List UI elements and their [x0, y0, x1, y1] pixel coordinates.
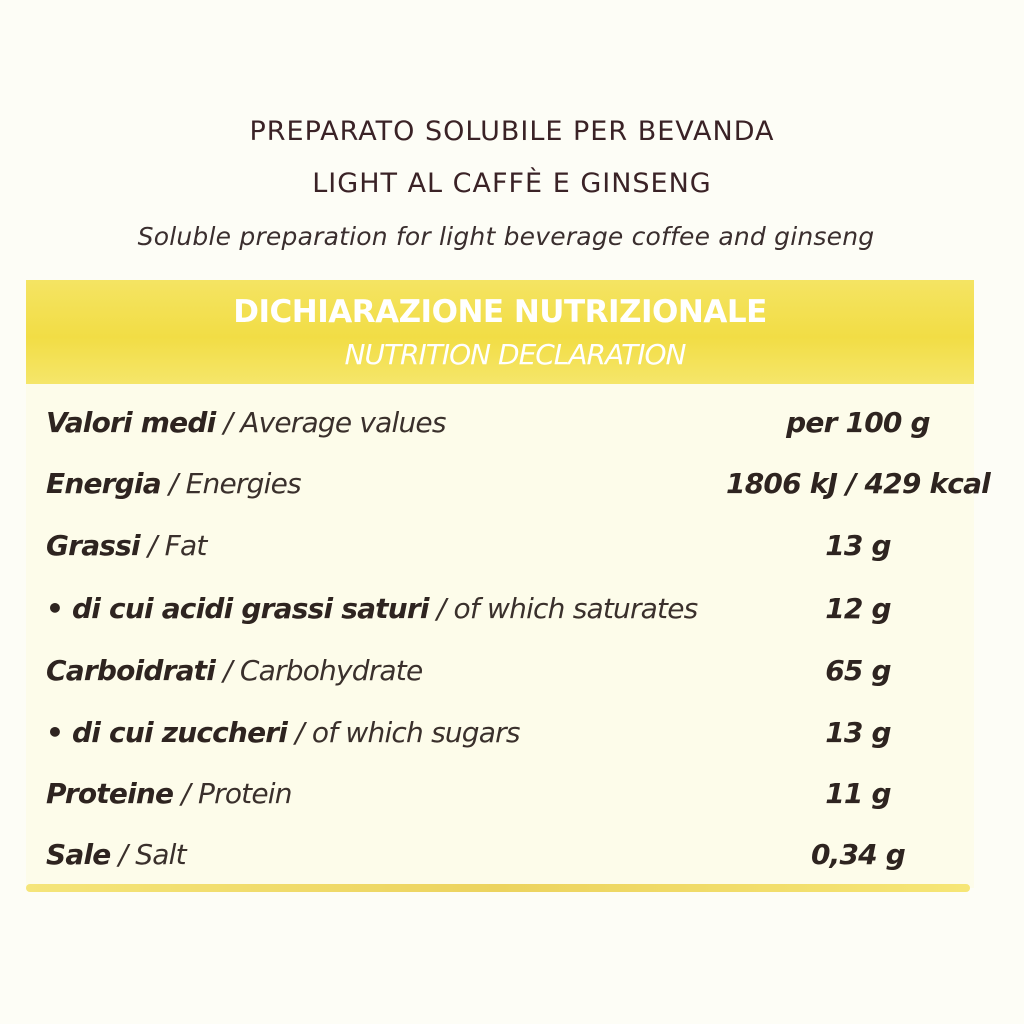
row-label-italian: Proteine [46, 777, 174, 810]
product-subtitle-english: Soluble preparation for light beverage c… [137, 222, 875, 251]
row-label-italian: Sale [46, 838, 111, 871]
nutrition-row: Grassi / Fat 13 g [46, 529, 966, 569]
row-value: 13 g [825, 716, 891, 749]
product-title-line-1: PREPARATO SOLUBILE PER BEVANDA [249, 116, 775, 147]
row-label-italian: Grassi [46, 529, 141, 562]
row-value: 12 g [825, 592, 891, 625]
nutrition-title-english: NUTRITION DECLARATION [344, 338, 687, 371]
nutrition-row: Carboidrati / Carbohydrate 65 g [46, 654, 966, 694]
row-value: 65 g [825, 654, 891, 687]
product-title-line-2: LIGHT AL CAFFÈ E GINSENG [312, 168, 712, 199]
nutrition-title-italian: DICHIARAZIONE NUTRIZIONALE [233, 294, 767, 330]
row-label-english: Salt [135, 838, 186, 871]
row-label-english: of which saturates [453, 592, 699, 625]
nutrition-row: • di cui acidi grassi saturi / of which … [46, 592, 966, 632]
row-label-english: Energies [185, 467, 302, 500]
nutrition-row: Sale / Salt 0,34 g [46, 838, 966, 878]
row-label-english: Carbohydrate [239, 654, 423, 687]
row-value: 13 g [825, 529, 891, 562]
row-value: 1806 kJ / 429 kcal [726, 467, 991, 500]
nutrition-row: Valori medi / Average values per 100 g [46, 406, 966, 446]
row-value: 0,34 g [810, 838, 906, 871]
row-value: 11 g [825, 777, 891, 810]
row-label-english: Average values [240, 406, 446, 439]
row-label-italian: • di cui acidi grassi saturi [46, 592, 430, 625]
row-label-italian: Valori medi [46, 406, 216, 439]
nutrition-row: • di cui zuccheri / of which sugars 13 g [46, 716, 966, 756]
row-label-english: Protein [198, 777, 292, 810]
row-value: per 100 g [786, 406, 930, 439]
row-label-italian: Energia [46, 467, 162, 500]
row-label-italian: Carboidrati [46, 654, 216, 687]
row-label-english: of which sugars [311, 716, 521, 749]
row-label-english: Fat [164, 529, 208, 562]
nutrition-row: Proteine / Protein 11 g [46, 777, 966, 817]
table-bottom-rule [26, 884, 970, 892]
nutrition-table [26, 384, 974, 888]
nutrition-header-band: DICHIARAZIONE NUTRIZIONALE NUTRITION DEC… [26, 280, 974, 384]
row-label-italian: • di cui zuccheri [46, 716, 288, 749]
nutrition-row: Energia / Energies 1806 kJ / 429 kcal [46, 467, 991, 507]
